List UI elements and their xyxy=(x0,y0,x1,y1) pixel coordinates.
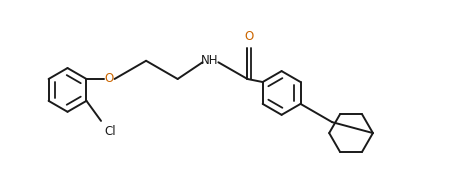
Text: Cl: Cl xyxy=(105,125,116,137)
Text: NH: NH xyxy=(201,54,218,67)
Text: O: O xyxy=(244,30,254,43)
Text: O: O xyxy=(105,73,114,85)
